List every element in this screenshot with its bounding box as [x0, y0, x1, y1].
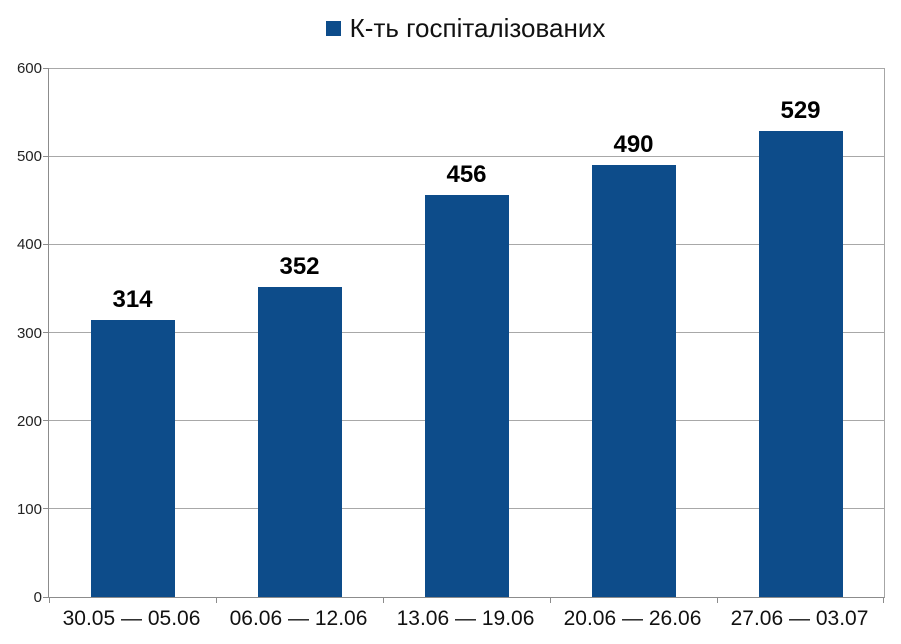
gridline [49, 67, 884, 69]
x-axis-tick [550, 597, 551, 603]
bar-value-label: 529 [780, 96, 821, 124]
y-axis-label: 500 [16, 148, 42, 166]
gridline [49, 155, 884, 157]
x-axis-label: 30.05 — 05.06 [62, 607, 201, 630]
y-axis-tick [43, 155, 49, 157]
y-axis-tick [43, 508, 49, 510]
x-axis-label: 20.06 — 26.06 [563, 607, 702, 630]
bar-value-label: 490 [613, 130, 654, 158]
x-axis-tick [717, 597, 718, 603]
x-axis-label: 27.06 — 03.07 [730, 607, 869, 630]
bar-value-label: 314 [112, 286, 153, 314]
y-axis-label: 400 [16, 236, 42, 254]
legend-color-swatch-icon [325, 20, 341, 36]
x-axis-tick [216, 597, 217, 603]
bar-value-label: 456 [446, 160, 487, 188]
x-axis-tick [383, 597, 384, 603]
x-axis-label: 06.06 — 12.06 [229, 607, 368, 630]
bar [90, 320, 175, 597]
bar [591, 164, 676, 597]
y-axis-label: 0 [33, 589, 42, 606]
y-axis-label: 600 [16, 60, 42, 77]
bar-value-label: 352 [279, 252, 320, 280]
y-axis-label: 300 [16, 324, 42, 342]
chart-legend: К-ть госпіталізованих [48, 12, 883, 44]
y-axis-tick [43, 596, 49, 598]
legend-label: К-ть госпіталізованих [349, 13, 606, 43]
bar [424, 194, 509, 597]
x-axis-label: 13.06 — 19.06 [396, 607, 535, 630]
y-axis-tick [43, 67, 49, 69]
y-axis-tick [43, 420, 49, 422]
plot-area: 314 352 456 490 529 [43, 67, 885, 603]
x-axis-tick [49, 597, 50, 603]
bar [758, 130, 843, 597]
y-axis-tick [43, 332, 49, 333]
x-axis-tick [883, 597, 884, 603]
y-axis-label: 100 [16, 500, 42, 518]
y-axis-label: 200 [16, 412, 42, 430]
bar [257, 286, 342, 597]
y-axis-tick [43, 243, 49, 245]
